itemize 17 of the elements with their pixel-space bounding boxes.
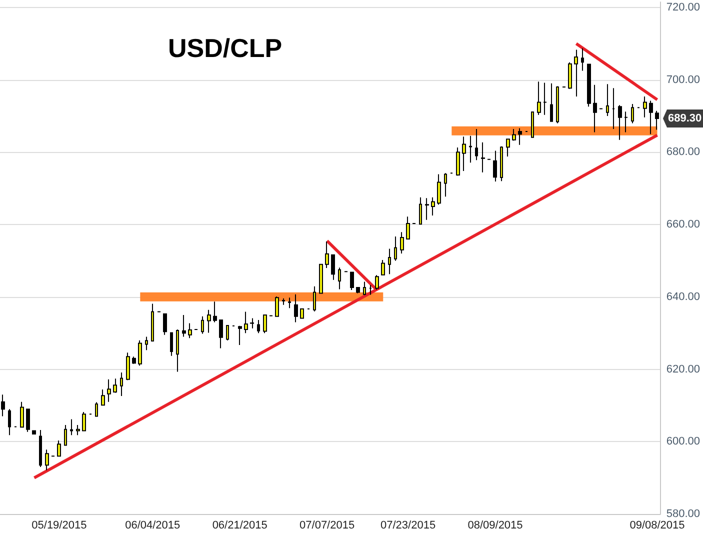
text: USD/CLP xyxy=(168,33,282,63)
x-tick-label: 06/04/2015 xyxy=(125,520,180,532)
x-tick-label: 07/07/2015 xyxy=(300,520,355,532)
x-tick-label: 07/23/2015 xyxy=(380,520,436,532)
y-tick-label: 680.00 xyxy=(666,146,700,158)
y-tick-label: 640.00 xyxy=(666,290,700,303)
text: 689.30 xyxy=(668,112,702,125)
y-tick-label: 620.00 xyxy=(666,363,700,376)
x-tick-label: 09/08/2015 xyxy=(630,520,685,532)
x-tick-label: 06/21/2015 xyxy=(212,520,268,532)
x-tick-label: 05/19/2015 xyxy=(32,520,87,532)
y-tick-label: 660.00 xyxy=(666,218,700,231)
y-tick-label: 600.00 xyxy=(666,436,700,448)
y-tick-label: 700.00 xyxy=(666,74,700,86)
y-tick-label: 720.00 xyxy=(666,1,700,14)
x-tick-label: 08/09/2015 xyxy=(468,520,523,532)
y-tick-label: 580.00 xyxy=(666,508,700,520)
